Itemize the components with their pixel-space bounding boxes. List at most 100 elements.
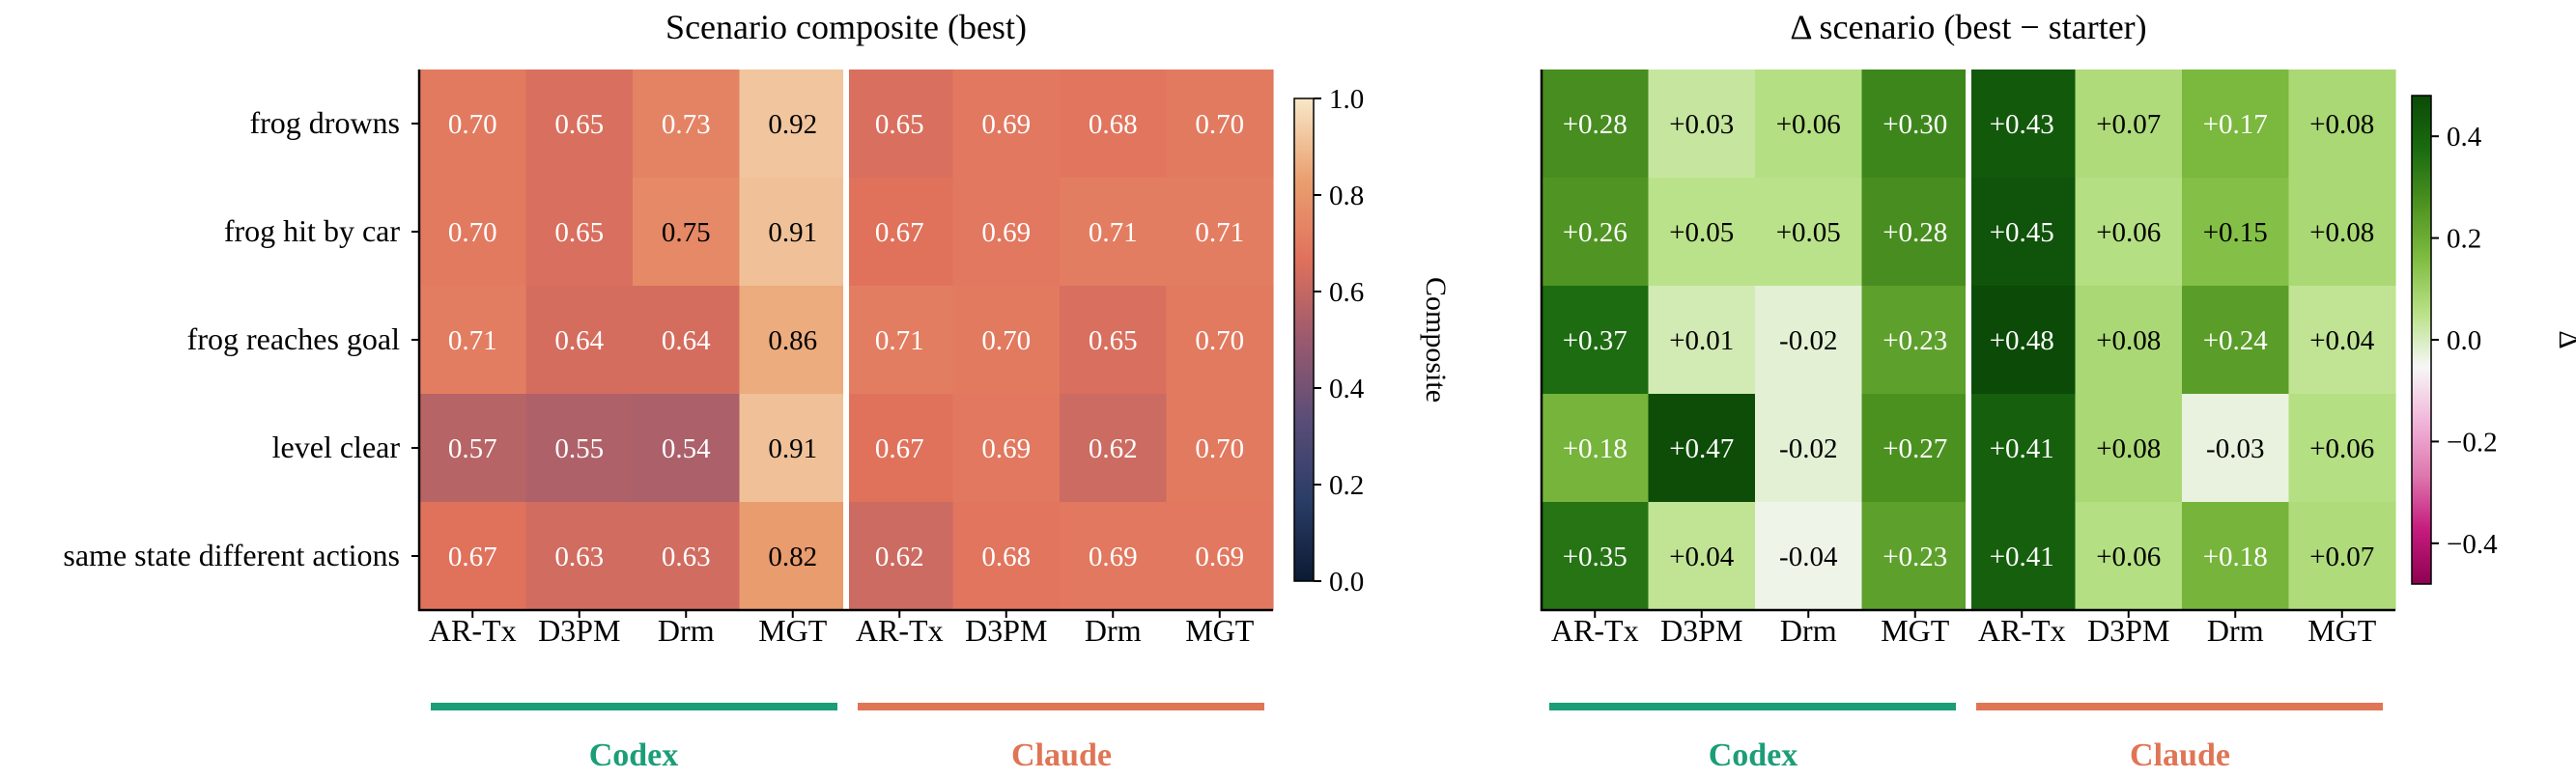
cell-value-label: +0.23 [1882,325,1947,356]
delta-column-labels: AR-Tx D3PM Drm MGT AR-Tx D3PM Drm MGT [1551,610,2377,648]
delta-heatmap-panel: Δ scenario (best − starter) +0.28 +0.03 +0… [1540,8,2576,773]
cell-value-label: 0.73 [662,109,711,140]
cell-value-label: +0.37 [1563,325,1628,356]
heatmap-cell [633,394,741,503]
heatmap-cell [1542,286,1650,395]
claude-group-label: Claude [1011,737,1112,773]
colorbar-tick-label: 0.4 [1329,374,1365,404]
cell-value-label: 0.67 [875,433,924,464]
cell-value-label: +0.26 [1563,217,1628,248]
cell-value-label: +0.08 [2309,217,2374,248]
cell-value-label: 0.67 [448,542,497,572]
heatmap-cell [1166,286,1274,395]
cell-value-label: 0.70 [448,217,497,248]
colorbar-tick-label: 0.2 [2447,224,2481,255]
cell-value-label: +0.03 [1669,109,1734,140]
cell-value-label: 0.70 [1195,325,1244,356]
heatmap-cell [2182,70,2290,179]
heatmap-cell [1968,502,2077,611]
cell-value-label: +0.35 [1563,542,1628,572]
composite-column-labels: AR-Tx D3PM Drm MGT AR-Tx D3PM Drm MGT [429,610,1255,648]
column-label: MGT [758,613,828,648]
heatmap-cell [419,70,527,179]
cell-value-label: +0.18 [1563,433,1628,464]
claude-group-bar [1976,703,2383,710]
cell-value-label: 0.92 [768,109,817,140]
cell-value-label: 0.70 [448,109,497,140]
composite-title: Scenario composite (best) [665,8,1027,46]
heatmap-cell [2075,394,2183,503]
column-label: D3PM [965,613,1047,648]
cell-value-label: 0.64 [662,325,711,356]
heatmap-cell [846,286,954,395]
heatmap-cell [2075,286,2183,395]
cell-value-label: +0.28 [1563,109,1628,140]
heatmap-cell [2075,178,2183,287]
heatmap-cell [1060,502,1168,611]
heatmap-cell [1861,394,1969,503]
cell-value-label: +0.06 [1776,109,1841,140]
heatmap-cell [419,502,527,611]
cell-value-label: +0.47 [1669,433,1734,464]
composite-row-labels: frog drowns frog hit by car frog reaches g… [63,105,419,572]
heatmap-cell [952,502,1061,611]
heatmap-cell [633,502,741,611]
heatmap-cell [2182,286,2290,395]
colorbar-tick-label: 0.2 [1329,470,1364,501]
heatmap-cell [739,502,847,611]
heatmap-cell [1755,502,1863,611]
heatmap-cell [846,178,954,287]
heatmap-cell [1166,502,1274,611]
cell-value-label: +0.27 [1882,433,1947,464]
cell-value-label: +0.07 [2096,109,2161,140]
heatmap-cell [952,70,1061,179]
delta-colorbar-ticks: −0.4 −0.2 0.0 0.2 0.4 [2431,122,2498,560]
claude-group-bar [858,703,1264,710]
heatmap-cell [739,178,847,287]
heatmap-cell [1060,70,1168,179]
cell-value-label: 0.69 [1089,542,1138,572]
heatmap-cell [2288,502,2396,611]
claude-group-label: Claude [2130,737,2230,773]
heatmap-cell [2182,394,2290,503]
cell-value-label: 0.69 [981,433,1031,464]
heatmap-cell [2288,286,2396,395]
heatmap-cell [1861,286,1969,395]
cell-value-label: +0.43 [1990,109,2054,140]
cell-value-label: 0.63 [554,542,604,572]
column-label: MGT [2307,613,2377,648]
column-label: Drm [1085,613,1142,648]
cell-value-label: +0.30 [1882,109,1947,140]
cell-value-label: +0.06 [2096,217,2161,248]
codex-group-label: Codex [1709,737,1798,773]
heatmap-cell [739,70,847,179]
colorbar-tick-label: −0.4 [2447,529,2498,560]
delta-title: Δ scenario (best − starter) [1790,8,2146,46]
heatmap-cell [633,286,741,395]
cell-value-label: 0.91 [768,217,817,248]
cell-value-label: 0.57 [448,433,497,464]
codex-group-bar [1549,703,1956,710]
cell-value-label: 0.69 [1195,542,1244,572]
heatmap-cell [846,70,954,179]
heatmap-cell [1060,394,1168,503]
column-label: AR-Tx [1551,613,1639,648]
heatmap-cell [846,502,954,611]
row-label: level clear [272,430,401,464]
column-label: Drm [1780,613,1837,648]
cell-value-label: +0.08 [2096,325,2161,356]
composite-cells [419,70,1274,611]
column-label: Drm [658,613,715,648]
delta-cells [1542,70,2396,611]
cell-value-label: 0.69 [981,217,1031,248]
cell-value-label: +0.08 [2096,433,2161,464]
cell-value-label: +0.06 [2309,433,2374,464]
heatmap-cell [419,286,527,395]
cell-value-label: 0.71 [1195,217,1244,248]
heatmap-cell [419,178,527,287]
heatmap-cell [2075,70,2183,179]
column-label: D3PM [2087,613,2169,648]
delta-colorbar [2411,95,2432,585]
cell-value-label: 0.65 [554,109,604,140]
